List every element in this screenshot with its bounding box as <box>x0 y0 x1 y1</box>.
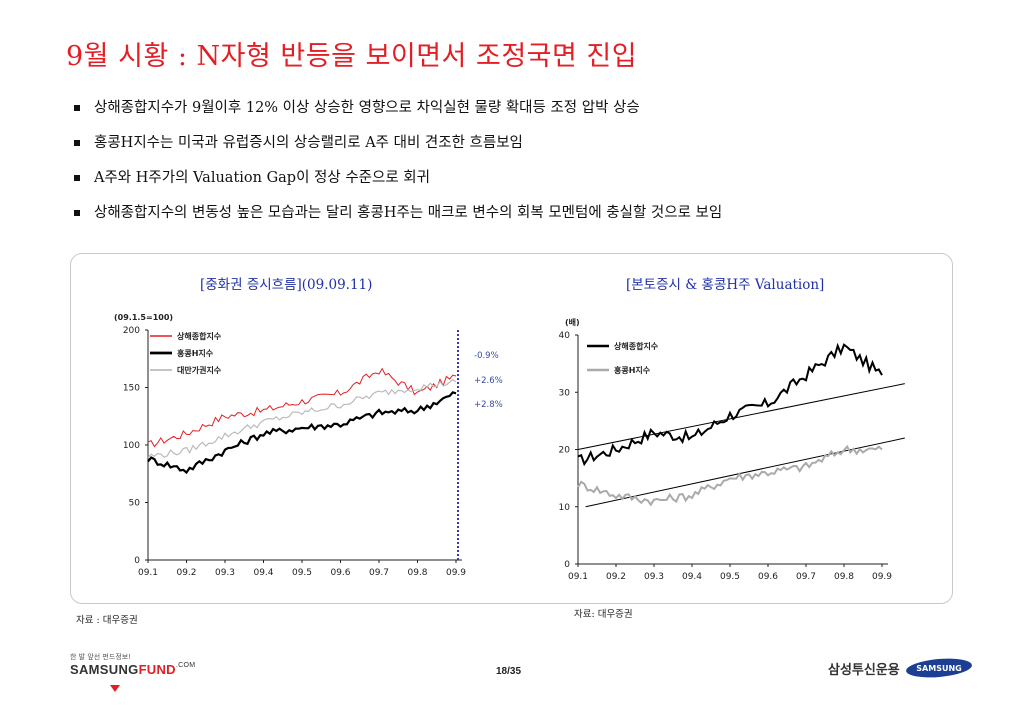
left-chart-heading: [중화권 증시흐름](09.09.11) <box>200 277 373 293</box>
x-tick-label: 09.2 <box>606 572 626 582</box>
charts-panel <box>70 253 953 604</box>
y-tick-label: 200 <box>123 326 140 336</box>
brand-fund: FUND <box>138 662 176 677</box>
y-tick-label: 10 <box>559 503 571 513</box>
trendline <box>585 437 905 508</box>
left-source: 자료 : 대우증권 <box>76 615 138 626</box>
y-tick-label: 100 <box>123 441 140 451</box>
x-tick-label: 09.8 <box>834 572 854 582</box>
legend-label: 홍콩H지수 <box>614 365 651 375</box>
y-tick-label: 30 <box>559 388 571 398</box>
y-tick-label: 40 <box>559 331 571 341</box>
series-line <box>147 378 457 458</box>
unit-note: (09.1.5=100) <box>114 313 173 322</box>
x-tick-label: 09.1 <box>568 572 588 582</box>
series-line <box>577 342 883 467</box>
bullet-marker <box>74 105 80 111</box>
company-name: 삼성투신운용 <box>828 663 900 678</box>
end-change-label: +2.6% <box>474 376 503 386</box>
unit-note: (배) <box>565 317 580 327</box>
y-tick-label: 150 <box>123 384 140 394</box>
y-tick-label: 0 <box>134 556 140 566</box>
legend-label: 상해종합지수 <box>614 341 659 351</box>
brand-com: .COM <box>175 662 196 669</box>
bullet-item: A주와 H주가의 Valuation Gap이 정상 수준으로 회귀 <box>72 168 722 203</box>
series-line <box>147 391 457 475</box>
legend-label: 대만가권지수 <box>177 365 222 375</box>
y-tick-label: 0 <box>564 560 570 570</box>
right-source: 자료: 대우증권 <box>574 609 633 620</box>
x-tick-label: 09.3 <box>644 572 664 582</box>
series-line <box>147 367 457 448</box>
footer-slogan: 한 발 앞선 펀드정보! <box>70 653 132 661</box>
trendline <box>577 383 905 450</box>
x-tick-label: 09.2 <box>176 568 196 578</box>
footer-brand: 한 발 앞선 펀드정보! SAMSUNGFUND.COM <box>70 652 195 696</box>
x-tick-label: 09.1 <box>138 568 158 578</box>
samsung-logo-text: SAMSUNG <box>916 664 961 673</box>
legend-label: 홍콩H지수 <box>177 348 214 358</box>
right-chart-heading: [본토증시 & 홍콩H주 Valuation] <box>626 277 825 293</box>
bullet-marker <box>74 140 80 146</box>
x-tick-label: 09.7 <box>369 568 389 578</box>
x-tick-label: 09.7 <box>796 572 816 582</box>
x-tick-label: 09.6 <box>330 568 350 578</box>
x-tick-label: 09.9 <box>872 572 892 582</box>
end-change-label: -0.9% <box>474 351 499 361</box>
legend-label: 상해종합지수 <box>177 331 222 341</box>
samsung-logo: SAMSUNG <box>906 658 972 678</box>
x-tick-label: 09.9 <box>446 568 466 578</box>
bullet-marker <box>74 210 80 216</box>
brand-main: SAMSUNG <box>70 662 139 677</box>
x-tick-label: 09.4 <box>253 568 273 578</box>
x-tick-label: 09.4 <box>682 572 702 582</box>
page-title: 9월 시황 : N자형 반등을 보이면서 조정국면 진입 <box>66 41 638 72</box>
bullet-text: 상해종합지수의 변동성 높은 모습과는 달리 홍콩H주는 매크로 변수의 회복 … <box>94 205 723 221</box>
bullet-item: 상해종합지수의 변동성 높은 모습과는 달리 홍콩H주는 매크로 변수의 회복 … <box>72 203 722 238</box>
right-chart: (배) 0 10 20 30 40 09.1 09.2 09.3 09.4 09.5 09.6 09.7… <box>559 317 905 582</box>
x-tick-label: 09.5 <box>720 572 740 582</box>
x-tick-label: 09.3 <box>215 568 235 578</box>
bullet-item: 상해종합지수가 9월이후 12% 이상 상승한 영향으로 차익실현 물량 확대등… <box>72 98 722 133</box>
end-change-label: +2.8% <box>474 400 503 410</box>
x-tick-label: 09.6 <box>758 572 778 582</box>
bullet-marker <box>74 175 80 181</box>
y-tick-label: 50 <box>129 499 141 509</box>
bullet-text: A주와 H주가의 Valuation Gap이 정상 수준으로 회귀 <box>94 170 430 186</box>
x-tick-label: 09.5 <box>292 568 312 578</box>
bullet-item: 홍콩H지수는 미국과 유럽증시의 상승랠리로 A주 대비 견조한 흐름보임 <box>72 133 722 168</box>
series-line <box>577 444 883 507</box>
bullet-text: 홍콩H지수는 미국과 유럽증시의 상승랠리로 A주 대비 견조한 흐름보임 <box>94 135 523 151</box>
x-tick-label: 09.8 <box>407 568 427 578</box>
samsungfund-logo[interactable]: SAMSUNGFUND.COM <box>70 662 195 677</box>
arrow-icon <box>110 685 120 692</box>
left-chart: (09.1.5=100) 0 50 100 150 200 09.1 09.2 09.3 09.4… <box>114 313 503 578</box>
y-tick-label: 20 <box>559 446 571 456</box>
bullet-list: 상해종합지수가 9월이후 12% 이상 상승한 영향으로 차익실현 물량 확대등… <box>72 98 722 238</box>
page-number: 18/35 <box>496 666 522 677</box>
bullet-text: 상해종합지수가 9월이후 12% 이상 상승한 영향으로 차익실현 물량 확대등… <box>94 100 640 116</box>
